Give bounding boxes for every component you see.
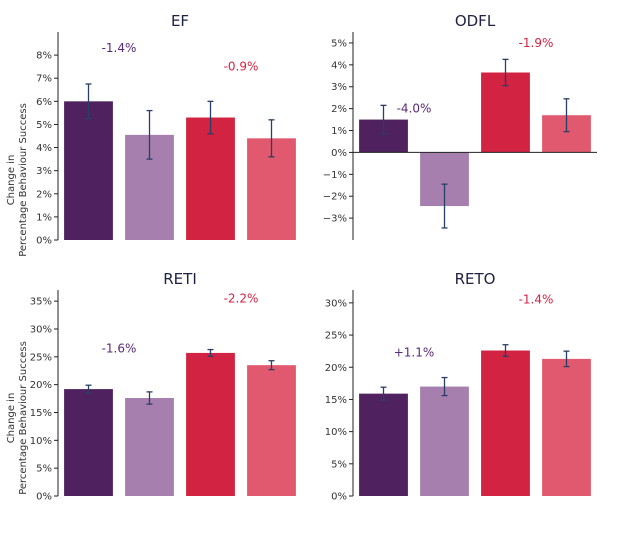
panel-title: EF [171, 12, 189, 30]
y-tick-label: 0% [331, 492, 347, 503]
y-tick-label: 5% [36, 120, 52, 131]
y-tick-label: 3% [36, 166, 52, 177]
y-tick-label: 0% [36, 236, 52, 247]
delta-annotation: -2.2% [224, 291, 259, 305]
ylabel-line-2: Percentage Behaviour Success [18, 103, 29, 257]
ylabel-line-1: Change in [6, 393, 17, 444]
panels: EF 0% 1% 2% 3% 4% 5% 6% 7% 8% -1.4% -0.9% ODFL −3% −2%… [30, 12, 597, 503]
ylabel-top: Change in Percentage Behaviour Success [6, 103, 29, 257]
ylabel-bottom: Change in Percentage Behaviour Success [6, 341, 29, 495]
y-tick-label: 5% [36, 464, 52, 475]
bar [186, 352, 235, 496]
bar [542, 358, 591, 496]
y-tick-label: −2% [323, 192, 347, 203]
panel-title: ODFL [455, 12, 496, 30]
bar [64, 389, 113, 496]
y-tick-label: 6% [36, 97, 52, 108]
bar [481, 350, 530, 496]
y-tick-label: 30% [30, 324, 52, 335]
y-tick-label: 5% [331, 38, 347, 49]
y-tick-label: 30% [325, 298, 347, 309]
panel-ef: EF 0% 1% 2% 3% 4% 5% 6% 7% 8% -1.4% -0.9% [36, 12, 296, 247]
bar [247, 365, 296, 496]
delta-annotation: -1.4% [519, 293, 554, 307]
bar [125, 398, 174, 496]
y-tick-label: 0% [331, 148, 347, 159]
panel-title: RETO [455, 270, 496, 288]
y-tick-label: 10% [30, 436, 52, 447]
panel-title: RETI [163, 270, 197, 288]
y-tick-label: −1% [323, 170, 347, 181]
y-tick-label: −3% [323, 214, 347, 225]
y-tick-label: 3% [331, 82, 347, 93]
y-tick-label: 8% [36, 51, 52, 62]
y-tick-label: 0% [36, 492, 52, 503]
y-tick-label: 7% [36, 74, 52, 85]
y-tick-label: 15% [30, 408, 52, 419]
bar [420, 386, 469, 496]
ylabel-line-1: Change in [6, 155, 17, 206]
y-tick-label: 25% [325, 331, 347, 342]
bar [186, 117, 235, 240]
y-tick-label: 20% [30, 380, 52, 391]
y-tick-label: 1% [331, 126, 347, 137]
panel-reto: RETO 0% 5% 10% 15% 20% 25% 30% +1.1% -1.4% [325, 270, 591, 503]
y-tick-label: 4% [36, 143, 52, 154]
y-tick-label: 2% [331, 104, 347, 115]
delta-annotation: -1.9% [519, 36, 554, 50]
y-tick-label: 1% [36, 212, 52, 223]
y-tick-label: 10% [325, 427, 347, 438]
panel-odfl: ODFL −3% −2% −1% 0% 1% 2% 3% 4% 5% -4.0% -1.9% [323, 12, 597, 240]
bar [64, 101, 113, 240]
y-tick-label: 2% [36, 189, 52, 200]
y-tick-label: 4% [331, 60, 347, 71]
y-tick-label: 20% [325, 363, 347, 374]
y-tick-label: 5% [331, 459, 347, 470]
bar [359, 393, 408, 496]
delta-annotation: +1.1% [394, 345, 435, 359]
delta-annotation: -0.9% [224, 60, 259, 74]
delta-annotation: -1.6% [102, 341, 137, 355]
y-tick-label: 15% [325, 395, 347, 406]
delta-annotation: -4.0% [397, 102, 432, 116]
y-tick-label: 35% [30, 297, 52, 308]
panel-reti: RETI 0% 5% 10% 15% 20% 25% 30% 35% -1.6% -2.2% [30, 270, 296, 503]
ylabel-line-2: Percentage Behaviour Success [18, 341, 29, 495]
delta-annotation: -1.4% [102, 41, 137, 55]
y-tick-label: 25% [30, 352, 52, 363]
